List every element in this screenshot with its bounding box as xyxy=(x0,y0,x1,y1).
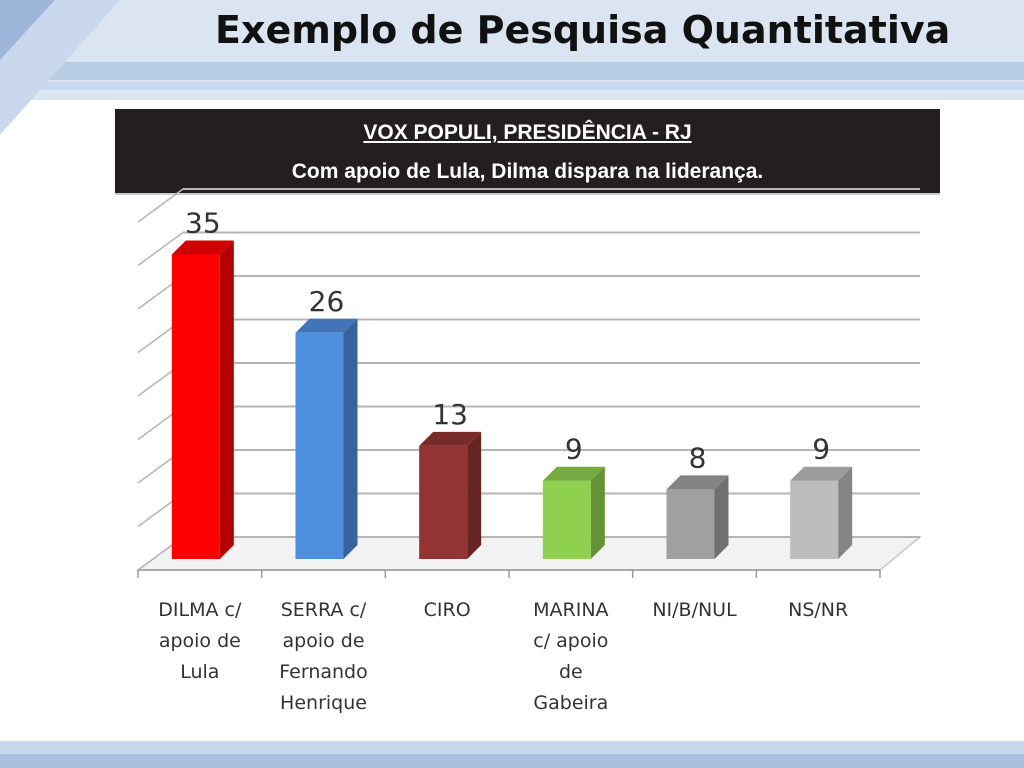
header-stripe-light xyxy=(0,82,1024,90)
gridline-side xyxy=(137,231,184,267)
bar-side xyxy=(714,475,729,559)
footer-band xyxy=(0,741,1024,754)
x-tick-label-line: de xyxy=(558,661,583,683)
x-tick-label: NI/B/NUL xyxy=(635,595,755,626)
x-tick-label: MARINA c/ apoio de Gabeira xyxy=(511,595,631,719)
bar-side xyxy=(343,318,358,559)
x-tick-label-line: Henrique xyxy=(280,692,367,714)
header-stripe xyxy=(0,62,1024,80)
slide-title: Exemplo de Pesquisa Quantitativa xyxy=(215,8,951,52)
x-tick-label: NS/NR xyxy=(758,595,878,626)
x-tick-label-line: Lula xyxy=(180,661,220,683)
x-tick-label-line: NI/B/NUL xyxy=(652,599,737,621)
bar xyxy=(419,445,468,559)
x-tick-label-line: CIRO xyxy=(423,599,471,621)
bar-side xyxy=(838,466,853,559)
bar xyxy=(542,480,591,559)
bar-top xyxy=(295,318,358,333)
chart-header: VOX POPULI, PRESIDÊNCIA - RJ Com apoio d… xyxy=(115,109,940,193)
bar xyxy=(666,489,715,559)
bar-side xyxy=(467,431,482,559)
bar-side xyxy=(590,466,605,559)
bar xyxy=(295,332,344,559)
x-tick-label-line: c/ apoio xyxy=(533,630,609,652)
bar xyxy=(171,254,220,559)
x-tick-label-line: SERRA c/ xyxy=(280,599,367,621)
data-label: 9 xyxy=(812,433,830,466)
data-label: 26 xyxy=(309,285,345,318)
chart-title: VOX POPULI, PRESIDÊNCIA - RJ xyxy=(363,121,692,144)
x-tick-label-line: Gabeira xyxy=(533,692,609,714)
bar-side xyxy=(219,240,234,559)
corner-decoration xyxy=(0,0,120,135)
data-label: 9 xyxy=(565,433,583,466)
bar-top xyxy=(542,466,605,481)
bar-top xyxy=(790,466,853,481)
chart-subtitle: Com apoio de Lula, Dilma dispara na lide… xyxy=(291,160,764,183)
bar-top xyxy=(666,475,729,490)
x-tick-label-line: MARINA xyxy=(533,599,609,621)
data-label: 13 xyxy=(432,398,468,431)
data-label: 8 xyxy=(689,441,707,474)
x-tick-label-line: DILMA c/ xyxy=(158,599,242,621)
bar-top xyxy=(419,431,482,446)
bar xyxy=(790,480,839,559)
data-label: 35 xyxy=(185,207,221,240)
x-tick-label-line: apoio de xyxy=(158,630,241,652)
x-tick-label-line: Fernando xyxy=(279,661,368,683)
x-tick-label: SERRA c/apoio de Fernando Henrique xyxy=(264,595,384,719)
x-tick-label: DILMA c/apoio de Lula xyxy=(140,595,260,688)
chart-header-rule xyxy=(115,193,940,195)
x-tick-label-line: NS/NR xyxy=(788,599,849,621)
footer-band-dark xyxy=(0,754,1024,768)
gridline-side xyxy=(137,188,184,223)
x-tick-label-line: apoio de xyxy=(282,630,365,652)
bar-top xyxy=(171,240,234,255)
x-tick-label: CIRO xyxy=(387,595,507,626)
